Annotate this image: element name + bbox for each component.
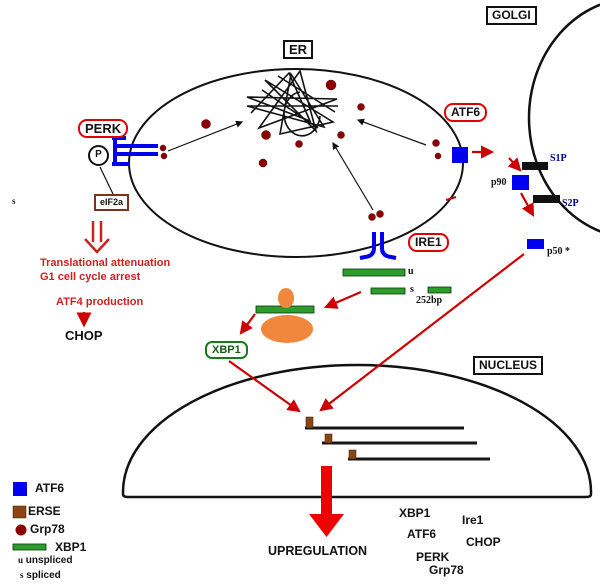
atf6-p90-square bbox=[512, 175, 529, 190]
s2p-label: S2P bbox=[562, 198, 579, 209]
legend-atf6-swatch bbox=[13, 482, 27, 496]
chop-label: CHOP bbox=[65, 328, 103, 343]
legend-atf6-label: ATF6 bbox=[35, 481, 65, 495]
phospho-circle: P bbox=[88, 145, 109, 166]
intron-252bp-label: 252bp bbox=[416, 295, 443, 306]
legend-unspliced-key: u bbox=[18, 555, 24, 565]
s2p-protease-bar bbox=[533, 195, 560, 203]
gene-grp78: Grp78 bbox=[429, 563, 464, 577]
p90-label: p90 bbox=[491, 177, 507, 188]
upregulation-label: UPREGULATION bbox=[268, 544, 368, 558]
perk-receptor bbox=[112, 136, 158, 166]
legend-spliced: s spliced bbox=[20, 570, 61, 581]
phospho-link-line bbox=[99, 166, 114, 195]
legend-xbp1-label: XBP1 bbox=[55, 540, 87, 554]
grp78-dots bbox=[159, 79, 442, 221]
dna-strands bbox=[305, 426, 490, 461]
gene-chop: CHOP bbox=[466, 535, 501, 549]
spliced-s-label: s bbox=[410, 284, 414, 295]
legend-spliced-key: s bbox=[20, 570, 24, 580]
golgi-membrane bbox=[527, 3, 600, 233]
pathway-arrows-red bbox=[228, 145, 535, 413]
ire1-receptor bbox=[359, 232, 397, 260]
eif2a-box: eIF2a bbox=[94, 194, 130, 211]
xbp1-spliced-bar bbox=[370, 287, 406, 295]
p50-label: p50 * bbox=[547, 246, 571, 257]
atf6-label: ATF6 bbox=[444, 103, 488, 122]
translational-attenuation-arrow bbox=[84, 221, 110, 254]
xbp1-intron-bar bbox=[427, 286, 452, 294]
legend-swatches bbox=[12, 482, 47, 551]
nucleus-label: NUCLEUS bbox=[473, 356, 544, 375]
xbp1-mrna-bars bbox=[255, 268, 452, 314]
xbp1-protein-box: XBP1 bbox=[205, 341, 248, 359]
erse-elements bbox=[305, 416, 357, 460]
s1p-label: S1P bbox=[550, 153, 567, 164]
legend-erse-swatch bbox=[12, 505, 27, 519]
upregulation-arrow bbox=[309, 466, 344, 537]
atf6-p50-square bbox=[527, 239, 544, 249]
unspliced-u-label: u bbox=[408, 266, 414, 277]
gene-perk: PERK bbox=[416, 550, 450, 564]
er-membrane bbox=[128, 68, 464, 258]
gene-ire1: Ire1 bbox=[462, 513, 484, 527]
nucleus-membrane bbox=[121, 363, 593, 499]
grp78-binding-arrows bbox=[167, 118, 427, 211]
legend-spliced-text: spliced bbox=[26, 570, 61, 581]
gene-xbp1: XBP1 bbox=[399, 506, 431, 520]
ire1-label: IRE1 bbox=[408, 233, 449, 252]
legend-grp78-swatch bbox=[15, 524, 27, 536]
xbp1-unspliced-bar bbox=[342, 268, 406, 277]
legend-unspliced: u unspliced bbox=[18, 555, 72, 566]
legend-grp78-label: Grp78 bbox=[30, 522, 65, 536]
golgi-label: GOLGI bbox=[486, 6, 537, 25]
misfolded-protein-aggregate bbox=[246, 69, 338, 137]
atf6-receptor bbox=[452, 147, 468, 163]
legend-unspliced-text: unspliced bbox=[25, 555, 73, 566]
effect-translational-attenuation: Translational attenuation bbox=[40, 257, 171, 269]
effect-atf4-production: ATF4 production bbox=[56, 296, 144, 308]
stray-s-label: s bbox=[12, 196, 16, 206]
legend-erse-label: ERSE bbox=[28, 504, 61, 518]
effect-g1-arrest: G1 cell cycle arrest bbox=[40, 271, 141, 283]
gene-atf6: ATF6 bbox=[407, 527, 437, 541]
er-label: ER bbox=[283, 40, 314, 59]
perk-label: PERK bbox=[78, 119, 129, 138]
legend-xbp1-swatch bbox=[12, 543, 47, 551]
ribosome bbox=[261, 288, 313, 343]
s1p-protease-bar bbox=[522, 162, 548, 170]
